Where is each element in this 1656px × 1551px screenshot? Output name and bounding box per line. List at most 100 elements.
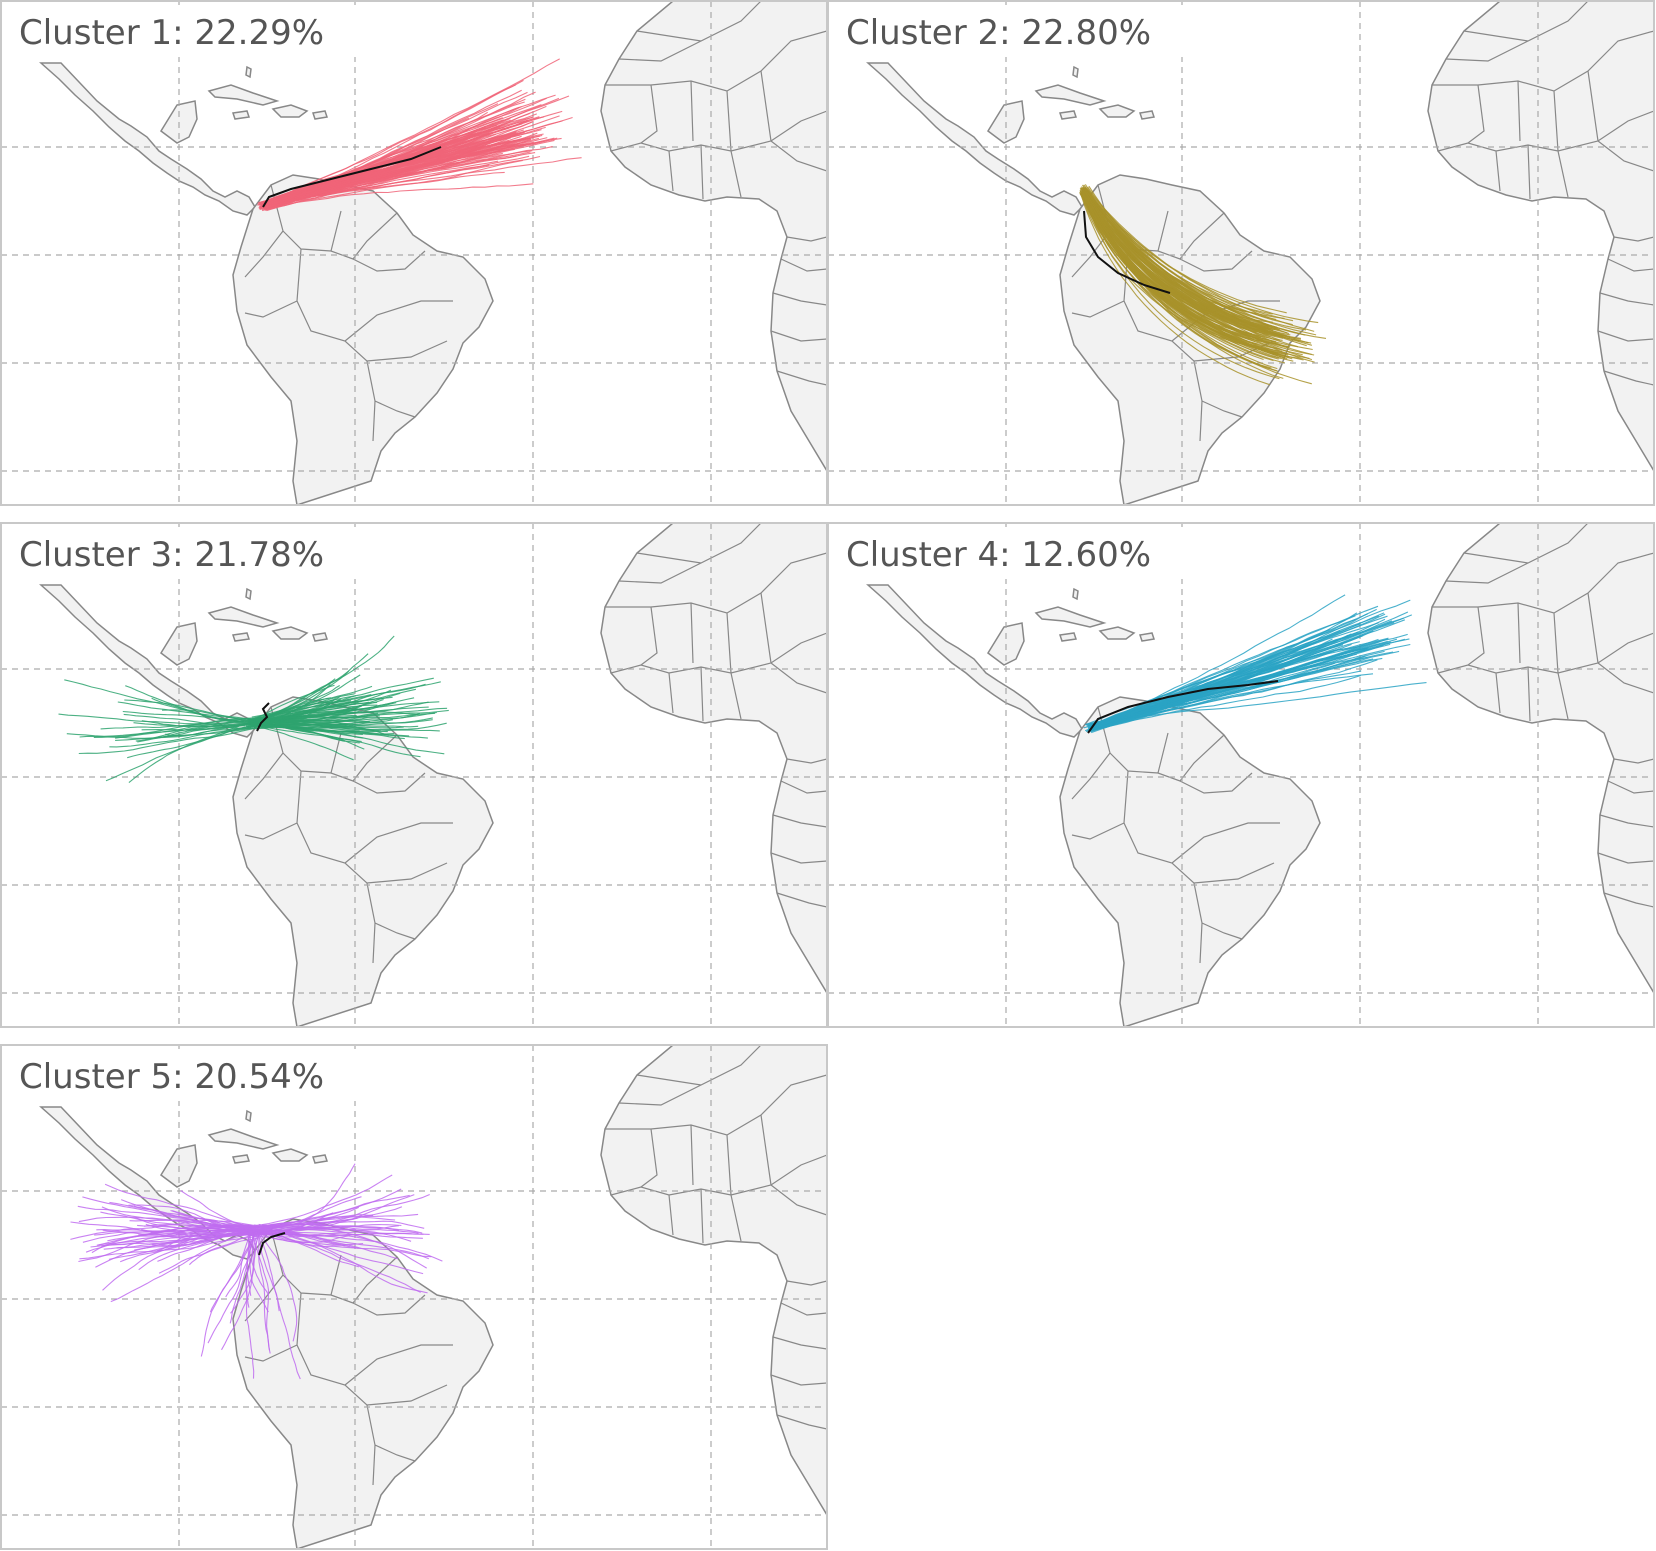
cluster-2-trajectories [1079,184,1327,386]
trajectory-line [95,1228,258,1268]
trajectory-line [1079,191,1272,369]
trajectory-line [1090,638,1410,725]
cluster-3-trajectories [58,635,449,784]
trajectory-line [266,129,542,204]
trajectory-line [151,697,248,724]
trajectory-line [253,725,354,761]
panel-title: Cluster 2: 22.80% [846,13,1151,53]
trajectory-line [1082,189,1282,337]
cluster-1-mean-track [262,146,442,208]
trajectory-line [1081,191,1277,345]
trajectory-line [250,720,419,728]
trajectory-line [257,685,373,722]
trajectory-line [256,1228,280,1312]
trajectory-line [251,681,441,723]
panel-title-background [834,5,1186,57]
trajectory-line [260,160,499,208]
panel-basemap [828,1,1654,505]
panel-cluster-1: Cluster 1: 22.29% [0,0,828,506]
trajectory-line [108,1230,255,1260]
panel-basemap [1,1045,827,1549]
trajectory-line [79,727,254,739]
panel-cluster-3: Cluster 3: 21.78% [0,522,828,1028]
cluster-5-mean-track [258,1232,286,1256]
trajectory-line [124,699,256,720]
trajectory-line [244,689,392,722]
panel-basemap [828,523,1654,1027]
trajectory-line [1086,191,1282,351]
panel-cluster-2: Cluster 2: 22.80% [827,0,1655,506]
trajectory-line [252,1230,271,1351]
trajectory-line [250,708,371,725]
trajectory-line [104,1183,254,1228]
panel-title: Cluster 4: 12.60% [846,535,1151,575]
trajectory-line [158,1237,258,1274]
trajectory-line [254,700,352,723]
trajectory-line [249,670,350,728]
trajectory-line [1085,189,1317,336]
trajectory-line [265,126,505,203]
trajectory-line [249,723,364,739]
panel-frame [827,0,1655,506]
trajectory-line [221,1229,261,1351]
trajectory-line [261,1174,393,1226]
trajectory-line [134,1232,256,1251]
trajectory-line [110,1230,259,1303]
trajectory-line [209,1235,255,1313]
trajectory-line [109,726,252,748]
trajectory-line [249,725,405,740]
trajectory-line [1091,594,1346,729]
trajectory-line [117,701,254,722]
trajectory-line [263,120,563,204]
trajectory-line [262,1188,402,1227]
trajectory-line [1083,188,1268,334]
panel-title: Cluster 5: 20.54% [19,1057,324,1097]
trajectory-line [96,1224,256,1246]
trajectory-line [161,709,256,724]
trajectory-line [267,126,546,208]
panel-title-background [7,1049,359,1101]
trajectory-line [141,720,251,728]
panel-title: Cluster 1: 22.29% [19,13,324,53]
cluster-3-mean-track [256,702,270,732]
trajectory-line [252,714,357,725]
trajectory-line [255,1206,360,1236]
trajectory-line [1082,189,1264,350]
trajectory-line [1091,620,1393,734]
trajectory-line [247,693,355,721]
trajectory-line [82,1228,260,1243]
trajectory-line [249,722,447,731]
panel-title-background [7,527,359,579]
trajectory-line [1087,192,1309,344]
trajectory-line [100,717,250,730]
trajectory-line [1082,192,1280,380]
trajectory-line [58,713,252,725]
trajectory-line [109,1201,255,1226]
trajectory-line [229,1226,251,1324]
panel-title-background [7,5,359,57]
trajectory-line [253,1230,421,1293]
panel-title-background [834,527,1186,579]
cluster-1-trajectories [257,58,582,212]
trajectory-line [78,727,258,755]
cluster-4-mean-track [1087,680,1279,734]
trajectory-line [247,721,362,743]
trajectory-line [207,1226,257,1344]
panel-frame [827,522,1655,1028]
trajectory-line [64,679,249,724]
trajectory-line [257,1230,298,1342]
trajectory-line [1089,622,1379,728]
trajectory-line [1095,658,1374,730]
trajectory-line [1088,605,1379,729]
trajectory-line [165,725,257,737]
panel-basemap [1,1,827,505]
trajectory-line [115,722,254,741]
trajectory-line [256,1224,427,1269]
trajectory-line [251,711,437,726]
cluster-4-trajectories [1083,594,1427,734]
trajectory-line [85,1229,250,1253]
panel-title: Cluster 3: 21.78% [19,535,324,575]
trajectory-line [260,1194,415,1232]
